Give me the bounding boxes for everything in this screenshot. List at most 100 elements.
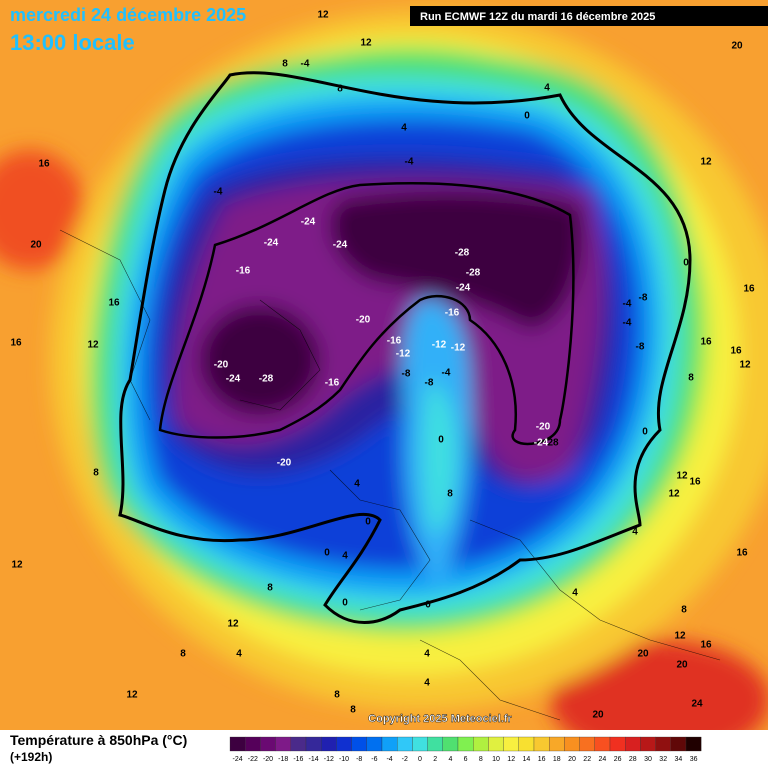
contour-label: 16 — [700, 640, 712, 651]
contour-label: -4 — [442, 368, 451, 379]
contour-label: 8 — [681, 605, 687, 616]
contour-label: 12 — [668, 489, 680, 500]
scale-swatch — [625, 736, 641, 752]
contour-label: -24 — [333, 240, 348, 251]
contour-label: 16 — [743, 284, 755, 295]
contour-label: -24 — [226, 374, 241, 385]
color-scale: -24 -22 -20 -18 -16 -14 -12 -10 -8 -6 -4 -2 0 2 4 6 8 10 1… — [229, 736, 702, 763]
scale-swatch — [351, 736, 367, 752]
run-info: Run ECMWF 12Z du mardi 16 décembre 2025 — [420, 11, 655, 23]
scale-label: 34 — [675, 756, 683, 763]
scale-label: -22 — [248, 756, 258, 763]
forecast-time: 13:00 locale — [10, 30, 135, 55]
contour-label: -8 — [425, 378, 434, 389]
contour-label: -12 — [432, 340, 447, 351]
scale-label: 18 — [553, 756, 561, 763]
forecast-date: mercredi 24 décembre 2025 — [10, 5, 246, 25]
contour-label: -12 — [396, 349, 411, 360]
scale-label: -10 — [339, 756, 349, 763]
scale-label: 0 — [418, 756, 422, 763]
contour-label: 4 — [632, 527, 638, 538]
contour-label: 8 — [447, 489, 453, 500]
scale-label: 30 — [644, 756, 652, 763]
scale-label: 20 — [568, 756, 576, 763]
contour-label: 8 — [688, 373, 694, 384]
contour-label: 8 — [267, 583, 273, 594]
contour-label: 20 — [731, 41, 743, 52]
scale-label: -18 — [278, 756, 288, 763]
contour-label: 4 — [342, 551, 348, 562]
contour-label: 20 — [637, 649, 649, 660]
scale-label: 12 — [507, 756, 515, 763]
contour-label: -20 — [277, 458, 292, 469]
contour-label: 20 — [30, 240, 42, 251]
contour-label: 12 — [674, 631, 686, 642]
contour-label: -4 — [405, 157, 414, 168]
scale-label: 2 — [433, 756, 437, 763]
contour-label: 12 — [317, 10, 329, 21]
contour-label: -28 — [259, 374, 274, 385]
contour-label: 12 — [87, 340, 99, 351]
scale-label: 26 — [614, 756, 622, 763]
scale-swatch — [549, 736, 565, 752]
contour-label: 8 — [337, 84, 343, 95]
contour-label: 16 — [38, 159, 50, 170]
contour-label: -16 — [236, 266, 251, 277]
contour-label: -16 — [445, 308, 460, 319]
contour-label: 16 — [730, 346, 742, 357]
contour-label: -20 — [214, 360, 229, 371]
coastlines — [59, 229, 721, 721]
scale-swatch — [229, 736, 246, 752]
contour-label: -16 — [325, 378, 340, 389]
contour-label: -8 — [402, 369, 411, 380]
scale-label: 16 — [538, 756, 546, 763]
scale-swatch — [579, 736, 595, 752]
scale-label: -14 — [309, 756, 319, 763]
contour-label: -24 — [534, 438, 549, 449]
contour-label: 4 — [424, 649, 430, 660]
contour-label: 20 — [592, 710, 604, 721]
contour-label: 16 — [10, 338, 22, 349]
scale-label: 28 — [629, 756, 637, 763]
scale-swatch — [655, 736, 671, 752]
contour-label: 0 — [324, 548, 330, 559]
scale-label: 10 — [492, 756, 500, 763]
contour-label: -24 — [456, 283, 471, 294]
contour-label: -4 — [301, 59, 310, 70]
scale-swatch — [518, 736, 535, 752]
contour-label: 4 — [354, 479, 360, 490]
scale-swatch — [290, 736, 307, 752]
contour-label: 8 — [180, 649, 186, 660]
contour-label: 4 — [424, 678, 430, 689]
scale-swatch — [670, 736, 687, 752]
contour-label: 20 — [676, 660, 688, 671]
contour-label: -24 — [301, 217, 316, 228]
contour-label: 0 — [642, 427, 648, 438]
scale-swatch — [427, 736, 443, 752]
copyright: Copyright 2025 Meteociel.fr — [368, 713, 512, 725]
scale-swatch — [640, 736, 656, 752]
scale-swatch — [366, 736, 383, 752]
contour-label: 28 — [547, 438, 559, 449]
scale-swatch — [321, 736, 337, 752]
scale-label: -12 — [324, 756, 334, 763]
scale-swatch — [503, 736, 519, 752]
scale-swatch — [442, 736, 459, 752]
scale-swatch — [685, 736, 702, 752]
scale-label: 8 — [479, 756, 483, 763]
contour-label: 0 — [365, 517, 371, 528]
contour-label: 24 — [691, 699, 703, 710]
contour-label: 12 — [739, 360, 751, 371]
contour-label: 12 — [676, 471, 688, 482]
scale-label: -2 — [402, 756, 408, 763]
contour-label: 8 — [282, 59, 288, 70]
contour-label: -8 — [639, 293, 648, 304]
scale-label: -20 — [263, 756, 273, 763]
contour-label: 0 — [425, 600, 431, 611]
contour-label: 12 — [360, 38, 372, 49]
scale-label: 22 — [583, 756, 591, 763]
contour-label: -24 — [264, 238, 279, 249]
scale-swatch — [488, 736, 504, 752]
scale-label: 36 — [690, 756, 698, 763]
scale-label: 6 — [464, 756, 468, 763]
